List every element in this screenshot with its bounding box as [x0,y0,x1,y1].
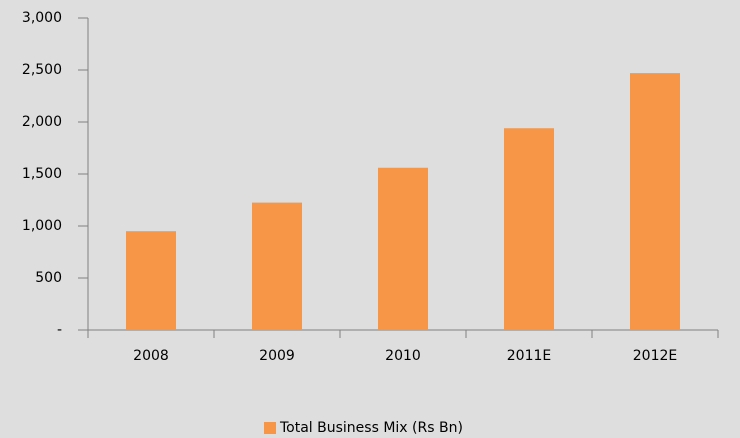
x-tick-label: 2009 [259,348,295,364]
bar [252,202,302,330]
y-tick-label: 500 [35,270,62,286]
x-tick-label: 2010 [385,348,421,364]
x-tick-label: 2008 [133,348,169,364]
x-tick-label: 2012E [633,348,677,364]
y-tick-label: - [57,322,62,338]
y-tick-label: 1,000 [22,218,62,234]
bar [504,128,554,330]
y-tick-label: 2,500 [22,62,62,78]
bar [378,167,428,330]
y-tick-label: 2,000 [22,114,62,130]
y-tick-label: 3,000 [22,10,62,26]
bar [126,231,176,330]
bar [630,73,680,331]
legend-swatch [264,422,276,434]
x-tick-label: 2011E [507,348,551,364]
legend-label: Total Business Mix (Rs Bn) [279,420,463,436]
y-tick-label: 1,500 [22,166,62,182]
